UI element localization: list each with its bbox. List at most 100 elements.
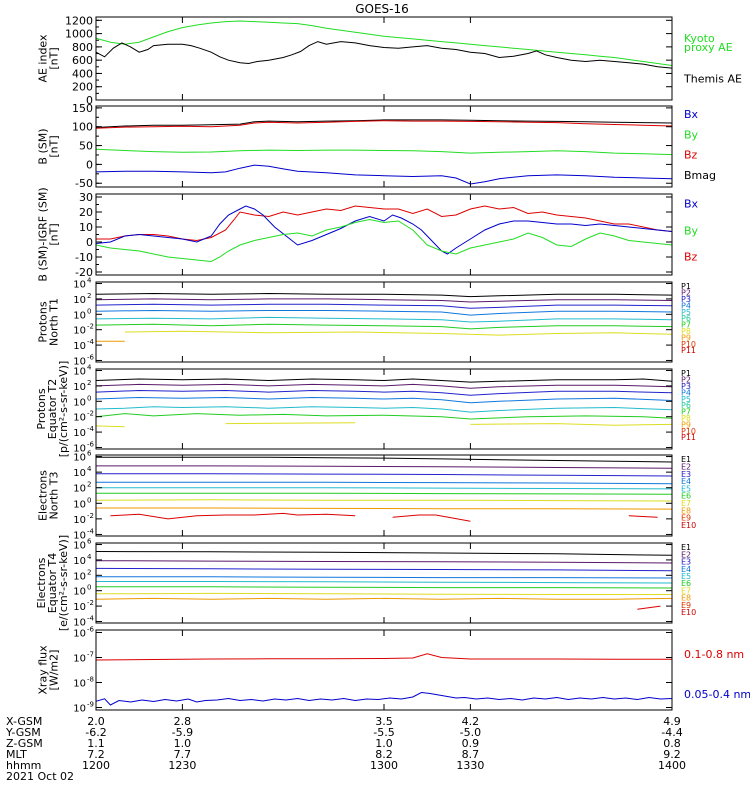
orbit-value-1-4: -4.4 [661, 726, 682, 739]
series-line-electrons_t3-11 [628, 515, 658, 518]
series-line-protons_t2-0 [96, 378, 672, 383]
legend-electrons_t3-2: E3 [681, 470, 691, 479]
y-axis-label-protons_t1-0: Protons [37, 301, 50, 342]
legend-protons_t2-1: P2 [681, 376, 691, 385]
series-line-electrons_t3-6 [96, 499, 672, 502]
y-tick-label-protons_t1-5: 10 [73, 280, 86, 291]
y-tick-label-electrons_t4-2: 10 [73, 587, 86, 598]
series-line-electrons_t3-7 [96, 507, 672, 510]
orbit-value-1-0: -6.2 [85, 726, 106, 739]
y-axis-label-b_igrf-1: [nT] [48, 223, 61, 245]
legend-protons_t2-4: P5 [681, 395, 691, 404]
y-tick-label-b_igrf-2: 0 [86, 236, 93, 249]
y-tick-label-electrons_t3-0: 10 [73, 530, 86, 541]
y-tick-exp-protons_t1-0: -6 [87, 353, 95, 361]
y-axis-label-electrons_t4-2: [e/(cm²-s-sr-keV)] [57, 535, 70, 631]
series-line-protons_t1-4 [96, 316, 672, 323]
y-axis-label-protons_t2-0: Protons [35, 388, 48, 429]
series-line-ae-1 [96, 41, 672, 69]
legend-electrons_t4-1: E2 [681, 550, 691, 559]
series-line-electrons_t3-1 [96, 465, 672, 469]
orbit-value-1-1: -5.9 [172, 726, 193, 739]
y-tick-exp-electrons_t4-2: 0 [87, 584, 91, 592]
y-tick-label-protons_t2-5: 10 [73, 367, 86, 378]
y-tick-exp-protons_t2-4: 2 [87, 379, 91, 387]
legend-protons_t2-3: P4 [681, 388, 691, 397]
series-line-electrons_t3-3 [96, 481, 672, 485]
y-tick-label-xray-0: 10 [73, 704, 86, 715]
legend-protons_t1-4: P5 [681, 308, 691, 317]
y-tick-label-b_igrf-1: -10 [75, 251, 93, 264]
y-axis-label-electrons_t4-0: Electrons [35, 557, 48, 608]
y-tick-label-electrons_t3-3: 10 [73, 484, 86, 495]
y-axis-label-protons_t2-2: [p/(cm²-s-sr-keV)] [57, 361, 70, 458]
y-tick-exp-xray-3: -6 [87, 626, 95, 634]
legend-b_sm-2: Bz [684, 149, 698, 162]
orbit-value-4-4: 1400 [658, 759, 686, 772]
orbit-value-0-3: 4.2 [462, 715, 480, 728]
legend-electrons_t3-6: E7 [681, 499, 691, 508]
y-tick-exp-protons_t2-5: 4 [87, 364, 92, 372]
y-tick-exp-protons_t2-3: 0 [87, 394, 91, 402]
legend-protons_t2-5: P6 [681, 401, 691, 410]
panel-frame-electrons_t3 [95, 454, 673, 537]
legend-xray-0: 0.1-0.8 nm [684, 648, 744, 661]
orbit-value-4-2: 1300 [370, 759, 398, 772]
legend-electrons_t4-4: E5 [681, 572, 691, 581]
legend-protons_t2-8: P9 [681, 420, 691, 429]
y-tick-exp-electrons_t4-1: -2 [87, 599, 94, 607]
y-tick-label-b_sm-2: 50 [79, 140, 93, 153]
orbit-value-1-3: -5.0 [460, 726, 481, 739]
y-tick-label-ae-0: 0 [86, 94, 93, 107]
y-tick-label-protons_t1-0: 10 [73, 356, 86, 367]
legend-electrons_t4-7: E8 [681, 594, 691, 603]
legend-b_sm-1: By [684, 128, 699, 141]
y-axis-label-xray-1: [W/m2] [48, 650, 61, 691]
series-line-b_igrf-1 [96, 205, 672, 255]
orbit-row-label-0: X-GSM [6, 715, 42, 728]
series-line-protons_t2-5 [96, 413, 672, 420]
legend-protons_t2-10: P11 [681, 433, 696, 442]
series-line-xray-0 [96, 653, 672, 661]
orbit-row-label-4: hhmm [6, 759, 41, 772]
legend-protons_t1-10: P11 [681, 346, 696, 355]
legend-electrons_t4-0: E1 [681, 543, 691, 552]
orbit-value-4-3: 1330 [456, 759, 484, 772]
y-tick-exp-protons_t2-2: -2 [87, 410, 94, 418]
orbit-value-2-2: 1.0 [375, 737, 393, 750]
orbit-value-0-1: 2.8 [174, 715, 192, 728]
legend-protons_t1-2: P3 [681, 295, 691, 304]
y-tick-label-electrons_t3-4: 10 [73, 468, 86, 479]
orbit-value-4-1: 1230 [168, 759, 196, 772]
series-line-electrons_t3-8 [110, 512, 356, 520]
series-line-electrons_t4-8 [637, 605, 661, 610]
legend-protons_t1-6: P7 [681, 321, 691, 330]
series-line-protons_t2-6 [96, 425, 125, 428]
series-line-electrons_t4-3 [96, 576, 672, 579]
legend-protons_t1-5: P6 [681, 314, 691, 323]
y-tick-label-electrons_t3-1: 10 [73, 515, 86, 526]
y-tick-label-protons_t2-0: 10 [73, 443, 86, 454]
legend-electrons_t4-2: E3 [681, 558, 691, 567]
y-tick-label-ae-4: 800 [72, 41, 93, 54]
y-tick-exp-electrons_t3-3: 2 [87, 481, 91, 489]
orbit-value-2-3: 0.9 [462, 737, 480, 750]
legend-ae-1: proxy AE [684, 41, 733, 54]
series-line-electrons_t4-5 [96, 586, 672, 589]
y-axis-label-b_igrf-0: B (SM)-IGRF (SM) [37, 187, 50, 281]
orbit-value-4-0: 1200 [82, 759, 110, 772]
y-tick-label-xray-3: 10 [73, 629, 86, 640]
y-tick-label-ae-2: 400 [72, 67, 93, 80]
y-axis-label-b_sm-1: [nT] [48, 135, 61, 157]
series-line-protons_t2-2 [96, 389, 672, 396]
legend-electrons_t3-5: E6 [681, 492, 691, 501]
series-line-protons_t1-1 [96, 298, 672, 303]
orbit-row-label-3: MLT [6, 748, 27, 761]
series-line-protons_t1-2 [96, 303, 672, 309]
series-line-protons_t2-7 [225, 422, 356, 425]
legend-protons_t2-2: P3 [681, 382, 691, 391]
series-line-protons_t2-4 [96, 406, 672, 413]
series-line-electrons_t4-6 [96, 592, 672, 595]
series-line-electrons_t4-0 [96, 551, 672, 556]
